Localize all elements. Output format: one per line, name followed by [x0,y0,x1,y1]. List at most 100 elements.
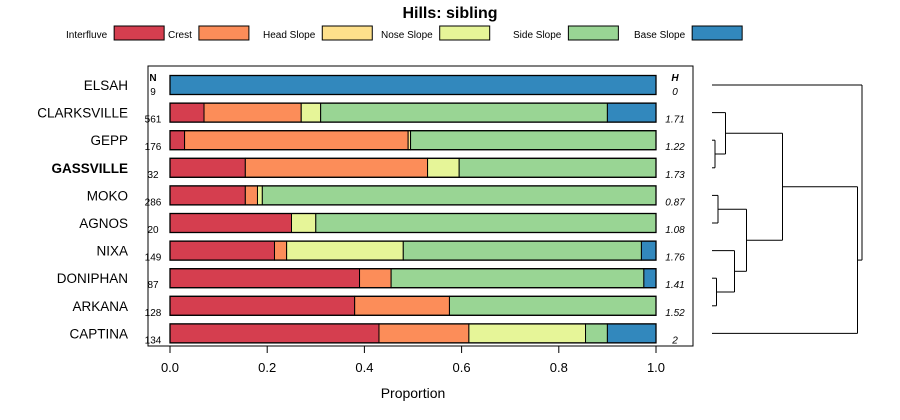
bar-segment [378,323,470,344]
bar-row [169,295,657,316]
bar-outline [169,185,657,206]
h-label: 1.22 [665,142,685,153]
bar-segment [468,323,587,344]
h-label: 1.52 [665,308,685,319]
category-label: DONIPHAN [57,271,128,286]
bar-segment [184,130,409,151]
bar-segment [169,240,275,261]
x-axis-title: Proportion [381,385,446,401]
bar-segment [169,102,205,123]
bar-segment [606,323,657,344]
bar-segment [169,185,246,206]
bar-segment [359,268,392,289]
plot-panel [147,65,694,347]
bar-segment [354,295,450,316]
bar-segment [169,157,246,178]
bar-outline [169,240,657,261]
bar-segment [169,75,657,95]
bar-row [169,102,657,123]
category-label: CAPTINA [69,326,128,341]
bar-segment [402,240,642,261]
bar-outline [169,295,657,316]
legend-swatch [198,25,250,41]
bar-segment [244,157,429,178]
h-label: 0.87 [665,197,685,208]
bars [169,74,657,344]
bar-segment [169,268,361,289]
n-label: 176 [145,142,162,153]
legend-label: Head Slope [263,30,316,41]
bar-segment [410,130,657,151]
bar-outline [169,102,657,123]
bar-row [169,185,657,206]
h-label: 1.71 [665,115,684,126]
x-tick-label: 0.8 [550,360,568,375]
bar-segment [203,102,302,123]
bar-segment [300,102,322,123]
bar-outline [169,157,657,178]
category-label: GEPP [90,133,128,148]
x-tick-label: 0.4 [355,360,373,375]
n-label: 134 [145,335,162,346]
legend-swatch [691,25,743,41]
category-label: AGNOS [79,216,128,231]
h-label: 1.08 [665,225,685,236]
legend-label: Side Slope [513,30,562,41]
category-label: NIXA [96,244,128,259]
legend-swatch [567,25,619,41]
n-label: 286 [145,197,162,208]
x-tick-label: 0.0 [161,360,179,375]
n-label: 20 [147,225,159,236]
category-label: CLARKSVILLE [37,106,128,121]
h-labels: 0 1.71 1.22 1.73 0.87 1.08 1.76 1.41 1.52 2 [665,87,685,346]
legend-swatch [439,25,491,41]
dendrogram [712,84,863,334]
bar-segment [427,157,460,178]
category-label: MOKO [87,188,128,203]
legend-label: Base Slope [634,30,686,41]
legend-label: Crest [168,30,192,41]
bar-segment [286,240,404,261]
bar-segment [458,157,657,178]
bar-row [169,323,657,344]
bar-row [169,130,657,151]
bar-segment [169,213,292,233]
n-label: 128 [145,308,162,319]
bar-segment [315,213,657,233]
h-label: 1.41 [665,280,684,291]
bar-segment [643,268,657,289]
n-label: 561 [145,115,162,126]
bar-segment [291,213,317,233]
x-axis: 0.0 0.2 0.4 0.6 0.8 1.0 [161,346,665,375]
bar-segment [273,240,288,261]
bar-segment [448,295,657,316]
bar-row [169,157,657,178]
bar-outline [169,268,657,289]
bar-segment [169,130,186,151]
legend: Interfluve Crest Head Slope Nose Slope Side … [66,25,743,41]
bar-outline [169,130,657,151]
bar-segment [585,323,608,344]
category-label: ELSAH [84,78,128,93]
category-label: GASSVILLE [51,161,128,176]
legend-label: Interfluve [66,30,108,41]
bar-segment [640,240,657,261]
bar-outline [169,212,657,234]
n-label: 32 [147,170,159,181]
bar-row [169,268,657,289]
bar-segment [606,102,657,123]
n-label: 9 [150,87,156,98]
x-tick-label: 0.2 [258,360,276,375]
bar-segment [320,102,608,123]
n-column-header: N [149,73,156,84]
category-label: ARKANA [72,299,128,314]
h-label: 0 [672,87,678,98]
bar-row [169,212,657,234]
x-tick-label: 0.6 [453,360,471,375]
bar-segment [261,185,657,206]
legend-swatch [321,25,373,41]
bar-segment [256,185,263,206]
bar-segment [390,268,645,289]
h-column-header: H [671,73,679,84]
